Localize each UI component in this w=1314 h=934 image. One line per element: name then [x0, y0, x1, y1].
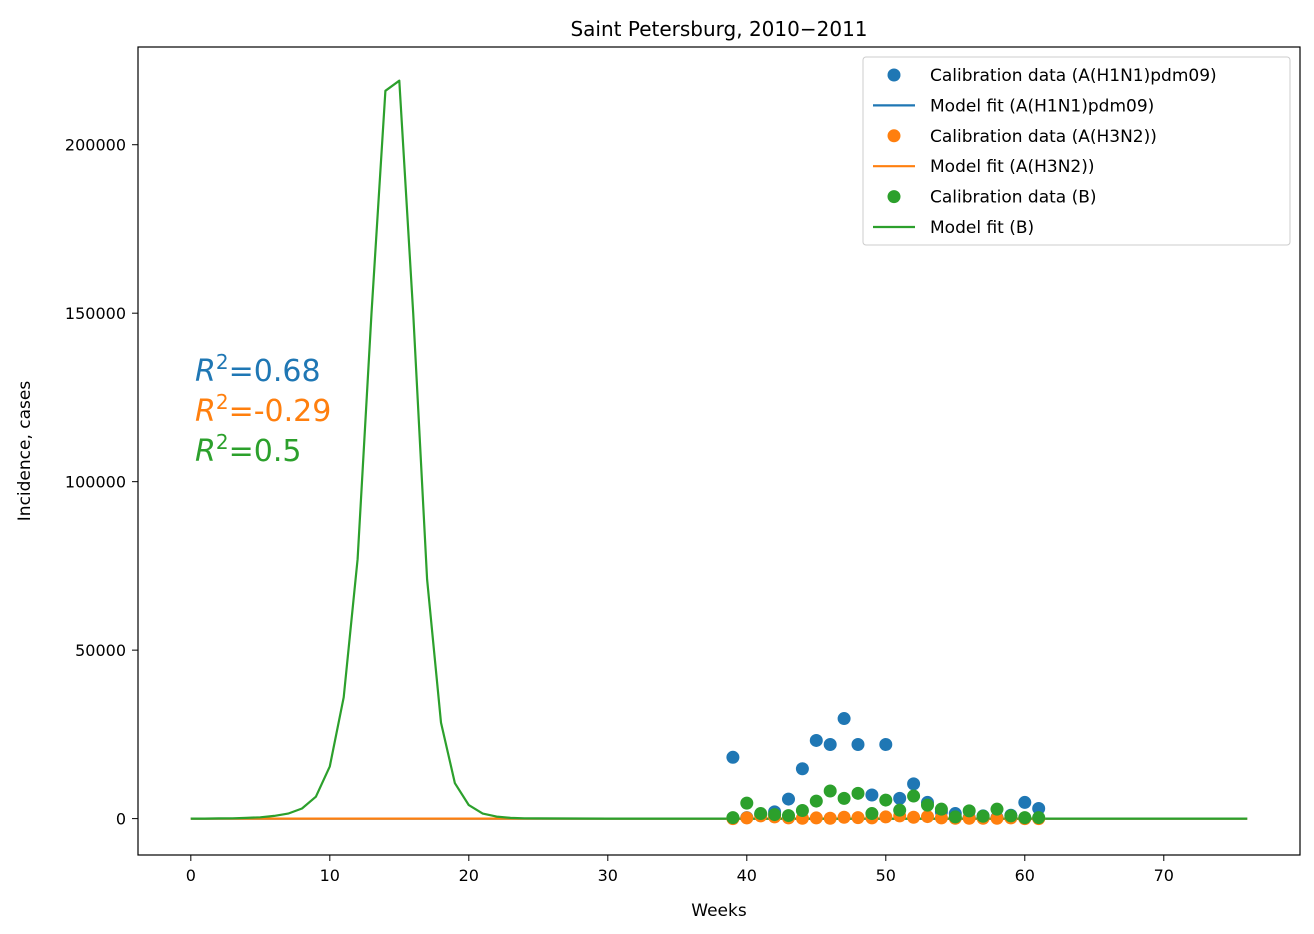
data-point: [907, 777, 921, 791]
data-point: [837, 791, 851, 805]
data-point: [740, 796, 754, 810]
data-point: [781, 792, 795, 806]
data-point: [740, 811, 754, 825]
chart-title: Saint Petersburg, 2010−2011: [570, 17, 867, 41]
r-value: =0.5: [229, 434, 302, 469]
data-point: [920, 798, 934, 812]
data-point: [879, 737, 893, 751]
series-line-5: [190, 79, 1248, 820]
data-point: [754, 807, 768, 821]
r-value: =-0.29: [229, 394, 332, 429]
legend-entry-label: Calibration data (A(H3N2)): [930, 127, 1157, 147]
data-point: [976, 809, 990, 823]
data-point: [851, 786, 865, 800]
legend-entry-label: Model fit (A(H3N2)): [930, 157, 1095, 177]
data-point: [809, 811, 823, 825]
y-tick-label: 150000: [65, 304, 126, 323]
legend-entry-label: Model fit (B): [930, 218, 1034, 238]
x-axis: 0 10 20 30 40 50 60 70: [186, 855, 1174, 885]
data-point: [795, 762, 809, 776]
data-point: [1004, 809, 1018, 823]
data-point: [893, 791, 907, 805]
r-superscript: 2: [216, 350, 229, 374]
x-tick-label: 70: [1154, 866, 1174, 885]
legend-box: [862, 56, 1291, 246]
x-tick-label: 0: [186, 866, 196, 885]
x-tick-label: 10: [320, 866, 340, 885]
data-point: [1032, 802, 1046, 816]
data-point: [1018, 811, 1032, 825]
data-point: [837, 810, 851, 824]
data-point: [948, 810, 962, 824]
r-symbol: R: [195, 434, 216, 469]
legend-point-marker: [887, 68, 901, 82]
x-tick-label: 20: [459, 866, 479, 885]
r-value: =0.68: [229, 354, 321, 389]
r-symbol: R: [195, 394, 216, 429]
r-superscript: 2: [216, 390, 229, 414]
data-point: [726, 750, 740, 764]
data-point: [823, 784, 837, 798]
data-point: [865, 788, 879, 802]
legend-point-marker: [887, 129, 901, 143]
legend-point-marker: [887, 190, 901, 204]
x-tick-label: 40: [737, 866, 757, 885]
plot-frame: [137, 46, 1301, 856]
data-point: [1032, 811, 1046, 825]
plot-lines: [190, 79, 1248, 820]
x-tick-label: 50: [876, 866, 896, 885]
x-tick-label: 60: [1015, 866, 1035, 885]
data-point: [795, 804, 809, 818]
data-point: [990, 811, 1004, 825]
r-superscript: 2: [216, 430, 229, 454]
data-point: [907, 810, 921, 824]
data-point: [990, 802, 1004, 816]
legend-entry-label: Model fit (A(H1N1)pdm09): [930, 96, 1154, 116]
data-point: [781, 809, 795, 823]
data-point: [893, 803, 907, 817]
data-point: [907, 789, 921, 803]
plot-points: [726, 712, 1046, 826]
data-point: [823, 737, 837, 751]
r-squared-label: R2=0.5: [195, 430, 301, 469]
data-point: [879, 810, 893, 824]
data-point: [823, 811, 837, 825]
data-point: [768, 808, 782, 822]
data-point: [837, 712, 851, 726]
data-point: [809, 733, 823, 747]
r-squared-label: R2=-0.29: [195, 390, 331, 429]
x-axis-label: Weeks: [691, 901, 747, 921]
data-point: [934, 802, 948, 816]
legend-entry-label: Calibration data (A(H1N1)pdm09): [930, 66, 1217, 86]
y-tick-label: 100000: [65, 473, 126, 492]
data-point: [1018, 795, 1032, 809]
y-tick-label: 50000: [75, 641, 126, 660]
data-point: [851, 811, 865, 825]
x-tick-label: 30: [598, 866, 618, 885]
y-axis-label: Incidence, cases: [15, 381, 35, 522]
legend: Calibration data (A(H1N1)pdm09) Model fit…: [862, 56, 1291, 246]
data-point: [879, 793, 893, 807]
data-point: [920, 810, 934, 824]
r-squared-label: R2=0.68: [195, 350, 321, 389]
y-tick-label: 200000: [65, 136, 126, 155]
data-point: [865, 807, 879, 821]
y-axis: 0 50000 100000 150000 200000: [65, 136, 138, 829]
data-point: [726, 811, 740, 825]
r-symbol: R: [195, 354, 216, 389]
data-point: [851, 737, 865, 751]
data-point: [809, 794, 823, 808]
data-point: [962, 804, 976, 818]
legend-entry-label: Calibration data (B): [930, 188, 1097, 208]
y-tick-label: 0: [116, 810, 126, 829]
